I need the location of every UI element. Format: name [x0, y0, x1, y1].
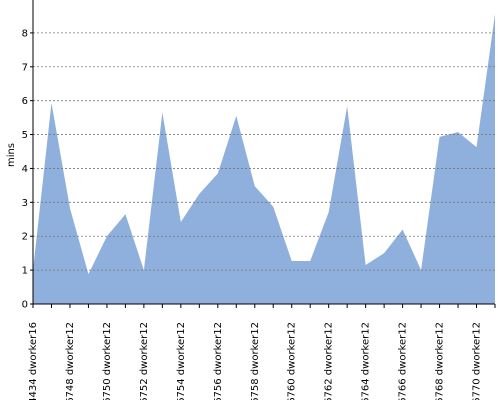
area — [33, 14, 495, 304]
y-tick-label: 2 — [22, 232, 28, 243]
x-tick-label: #6756 dworker12 — [213, 322, 224, 400]
x-tick-label: #6750 dworker12 — [102, 322, 113, 400]
x-tick-label: #6758 dworker12 — [250, 322, 261, 400]
x-tick-label: #4434 dworker16 — [28, 322, 39, 400]
x-tick-label: #6770 dworker12 — [472, 322, 483, 400]
x-tick-label: #6752 dworker12 — [139, 322, 150, 400]
y-axis-label: mins — [6, 143, 17, 167]
y-tick-label: 0 — [22, 300, 28, 311]
y-tick-label: 1 — [22, 266, 28, 277]
y-tick-label: 8 — [22, 28, 28, 39]
y-tick-label: 3 — [22, 198, 28, 209]
y-tick-label: 5 — [22, 130, 28, 141]
x-tick-label: #6760 dworker12 — [287, 322, 298, 400]
x-tick-label: #6766 dworker12 — [398, 322, 409, 400]
x-tick-label: #6754 dworker12 — [176, 322, 187, 400]
x-tick-label: #6768 dworker12 — [435, 322, 446, 400]
y-tick-label: 7 — [22, 62, 28, 73]
x-tick-label: #6764 dworker12 — [361, 322, 372, 400]
y-tick-label: 4 — [22, 164, 28, 175]
x-tick-label: #6748 dworker12 — [65, 322, 76, 400]
y-tick-label: 6 — [22, 96, 28, 107]
x-tick-label: #6762 dworker12 — [324, 322, 335, 400]
